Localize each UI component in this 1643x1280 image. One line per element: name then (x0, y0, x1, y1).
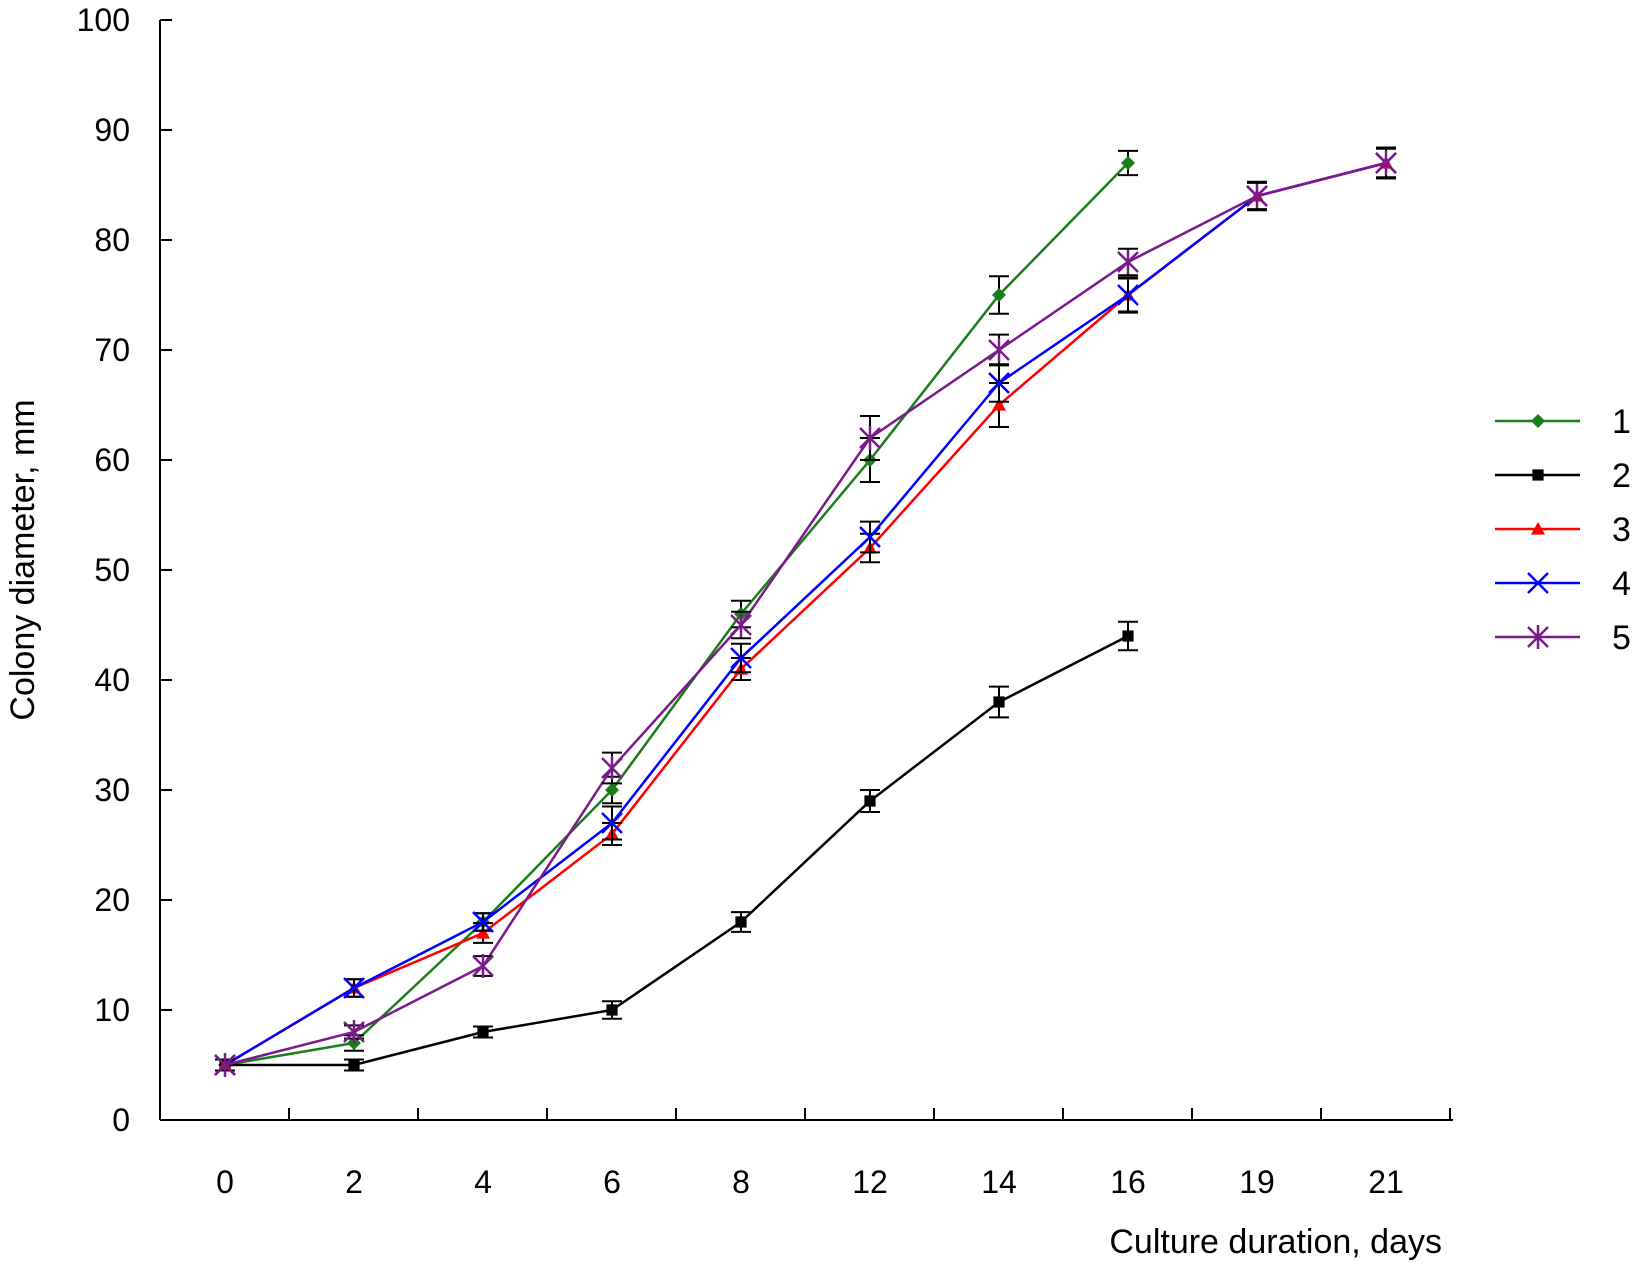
legend-label: 4 (1612, 565, 1631, 603)
axes-layer: 0 10 20 30 40 50 60 70 80 90 100 0 2 4 6 8 12 14 16 19 21 (77, 2, 1453, 1200)
data-point (343, 977, 365, 999)
data-point (1531, 522, 1545, 535)
data-point-stroke (472, 911, 494, 933)
series-line (225, 634, 1129, 1067)
x-tick-label: 2 (345, 1164, 363, 1200)
data-point (735, 916, 747, 928)
data-point (1117, 250, 1139, 274)
x-tick-label: 16 (1110, 1164, 1146, 1200)
data-point (859, 526, 881, 548)
legend-item-4: 4 (1495, 565, 1631, 603)
data-point (1117, 284, 1139, 306)
y-tick-label: 20 (94, 882, 130, 918)
x-axis-title: Culture duration, days (1109, 1223, 1442, 1261)
data-point (601, 756, 623, 780)
legend-label: 1 (1612, 403, 1631, 441)
legend-label: 5 (1612, 619, 1631, 657)
data-point (1121, 156, 1135, 170)
data-point (1246, 184, 1268, 208)
data-point-stroke (859, 526, 881, 548)
legend-label: 3 (1612, 511, 1631, 549)
y-tick-label: 60 (94, 442, 130, 478)
data-point (477, 1026, 489, 1038)
data-point (730, 647, 752, 669)
y-tick-label: 80 (94, 222, 130, 258)
data-point (1532, 469, 1544, 481)
data-point (476, 926, 490, 939)
legend-item-5: 5 (1495, 619, 1631, 657)
data-point (1375, 151, 1397, 175)
y-tick-label: 100 (77, 2, 130, 38)
data-point-stroke (343, 977, 365, 999)
series-1 (215, 149, 1138, 1072)
data-point (730, 613, 752, 637)
series-line (224, 162, 1129, 1067)
legend-item-2: 2 (1495, 457, 1631, 495)
data-point (864, 795, 876, 807)
legend: 1 2 3 4 5 (1495, 403, 1631, 657)
data-point-stroke (1117, 284, 1139, 306)
data-point (992, 398, 1006, 411)
data-point (1527, 625, 1549, 649)
legend-item-3: 3 (1495, 511, 1631, 549)
data-point (1122, 630, 1134, 642)
data-point-stroke (1527, 572, 1549, 594)
data-point-stroke (730, 647, 752, 669)
x-tick-label: 21 (1368, 1164, 1404, 1200)
series-line (224, 161, 1387, 1067)
y-tick-label: 70 (94, 332, 130, 368)
data-point (988, 372, 1010, 394)
series-5 (214, 147, 1397, 1077)
data-point (601, 812, 623, 834)
data-point (348, 1059, 360, 1071)
y-tick-label: 0 (112, 1102, 130, 1138)
series-line (224, 161, 1387, 1067)
y-tick-label: 40 (94, 662, 130, 698)
data-point (992, 288, 1006, 302)
series-line (224, 161, 1387, 1067)
y-axis-title: Colony diameter, mm (4, 399, 42, 720)
series-4 (214, 146, 1397, 1076)
x-tick-label: 4 (474, 1164, 492, 1200)
data-point (472, 911, 494, 933)
x-tick-label: 6 (603, 1164, 621, 1200)
legend-item-1: 1 (1495, 403, 1631, 441)
series-3 (215, 146, 1396, 1072)
y-tick-label: 90 (94, 112, 130, 148)
y-tick-label: 10 (94, 992, 130, 1028)
x-tick-label: 14 (981, 1164, 1017, 1200)
series-2 (215, 620, 1138, 1072)
y-tick-label: 50 (94, 552, 130, 588)
series-layer (214, 146, 1397, 1077)
y-tick-label: 30 (94, 772, 130, 808)
data-point (988, 338, 1010, 362)
data-point-stroke (988, 372, 1010, 394)
data-point-stroke (601, 812, 623, 834)
data-point (1527, 572, 1549, 594)
x-tick-label: 19 (1239, 1164, 1275, 1200)
x-tick-label: 12 (852, 1164, 888, 1200)
data-point (472, 954, 494, 978)
data-point (343, 1020, 365, 1044)
data-point (605, 783, 619, 797)
data-point (859, 426, 881, 450)
data-point (606, 1004, 618, 1016)
data-point (1531, 414, 1545, 428)
legend-label: 2 (1612, 457, 1631, 495)
data-point (993, 696, 1005, 708)
data-point (214, 1053, 236, 1077)
x-tick-label: 0 (216, 1164, 234, 1200)
x-tick-label: 8 (732, 1164, 750, 1200)
